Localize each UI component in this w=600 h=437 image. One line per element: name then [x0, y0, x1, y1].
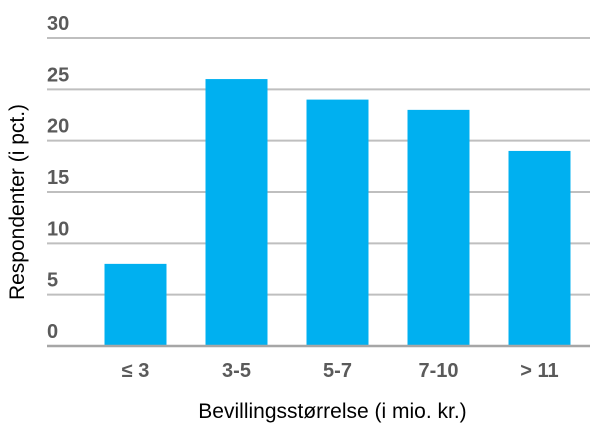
y-tick-label: 5: [47, 270, 58, 292]
x-tick-labels: ≤ 3 3-5 5-7 7-10 > 11: [122, 360, 559, 382]
bar: [104, 263, 167, 346]
bars: [104, 79, 571, 347]
y-tick-label: 0: [47, 321, 58, 343]
y-axis-label: Respondenter (i pct.): [6, 104, 29, 300]
y-tick-label: 20: [47, 116, 69, 138]
y-tick-label: 10: [47, 218, 69, 240]
bar: [306, 99, 369, 346]
x-tick-label: > 11: [520, 360, 558, 382]
bar: [407, 109, 470, 346]
bar: [508, 150, 571, 346]
y-tick-label: 15: [47, 167, 69, 189]
x-tick-label: 7-10: [418, 360, 458, 382]
x-tick-label: 3-5: [222, 360, 251, 382]
x-tick-label: 5-7: [323, 360, 352, 382]
y-tick-label: 25: [47, 64, 69, 86]
x-tick-label: ≤ 3: [122, 360, 150, 382]
bar: [205, 79, 268, 347]
x-axis-label: Bevillingsstørrelse (i mio. kr.): [198, 400, 466, 423]
y-tick-labels: 0 5 10 15 20 25 30: [47, 13, 69, 343]
y-tick-label: 30: [47, 13, 69, 35]
